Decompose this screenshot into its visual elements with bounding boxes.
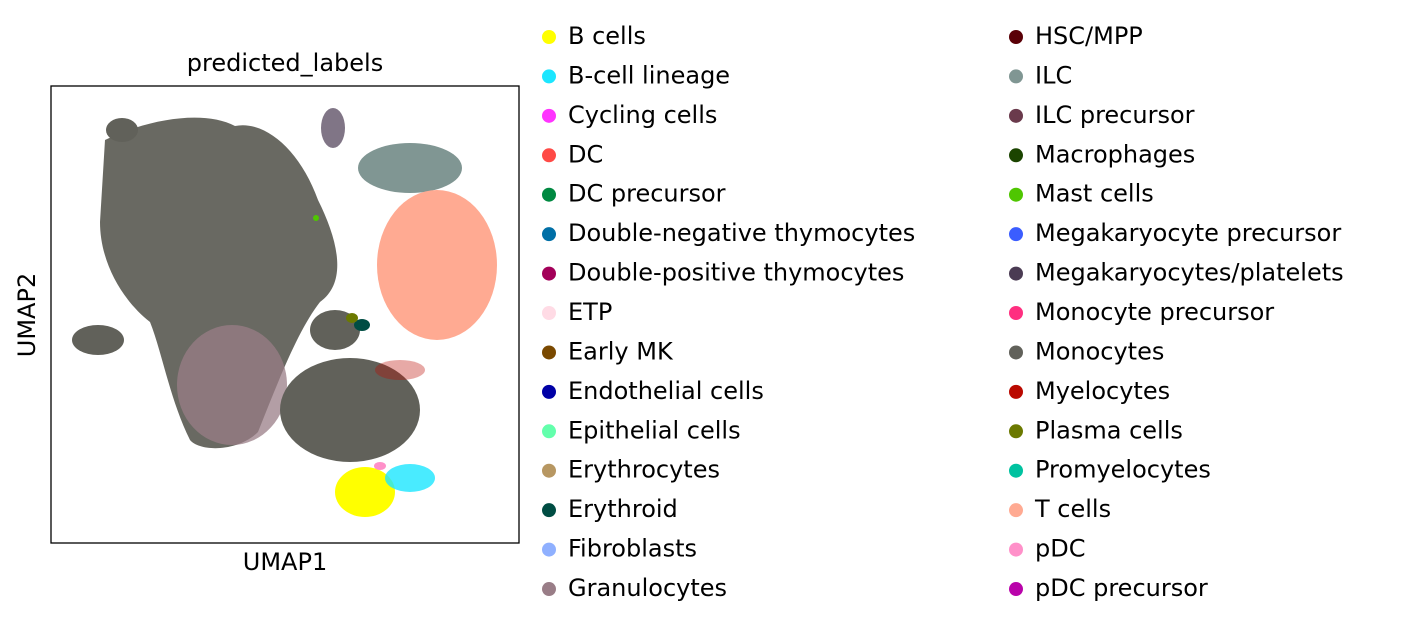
legend-label: Myelocytes [1035,377,1170,405]
legend-marker [1009,503,1023,518]
legend-label: HSC/MPP [1035,22,1143,50]
legend-marker [542,187,556,202]
cluster [177,325,287,445]
cluster [335,467,395,517]
cluster [321,108,345,148]
legend-label: Megakaryocytes/platelets [1035,259,1344,287]
legend-marker [542,463,556,478]
legend-label: Megakaryocyte precursor [1035,219,1341,247]
legend-marker [542,424,556,439]
legend-marker [1009,30,1023,44]
legend-marker [542,108,556,123]
legend-marker [1009,345,1023,360]
legend-label: Plasma cells [1035,416,1183,444]
legend-marker [542,306,556,321]
plot-frame [50,85,520,544]
legend-label: Cycling cells [568,101,717,129]
legend-marker [542,542,556,557]
cluster [346,313,358,323]
legend-marker [1009,148,1023,163]
legend-marker [1009,463,1023,478]
legend-marker [1009,108,1023,123]
legend-marker [542,582,556,597]
legend-label: ILC [1035,61,1072,89]
plot-area [72,108,497,517]
cluster [374,462,386,470]
legend-label: Erythroid [568,495,678,523]
legend-label: Double-negative thymocytes [568,219,915,247]
cluster [280,358,420,462]
cluster [358,143,462,193]
legend-label: pDC precursor [1035,574,1208,602]
legend-label: Endothelial cells [568,377,764,405]
legend-marker [1009,227,1023,242]
legend-marker [542,266,556,281]
legend-label: Mast cells [1035,180,1154,208]
cluster [106,118,138,142]
legend-label: B cells [568,22,646,50]
legend-marker [542,345,556,360]
legend-marker [542,503,556,518]
legend-marker [542,30,556,44]
cluster [354,319,370,331]
legend-label: Erythrocytes [568,456,720,484]
chart-title: predicted_labels [187,49,383,77]
legend-label: Granulocytes [568,574,727,602]
legend-label: Monocyte precursor [1035,298,1274,326]
y-axis-label: UMAP2 [13,273,41,357]
cluster [377,190,497,340]
cluster [385,464,435,492]
legend: B cells B-cell lineage Cycling cells DC DC p… [542,22,1344,602]
legend-marker [1009,187,1023,202]
legend-label: ILC precursor [1035,101,1195,129]
legend-marker [1009,266,1023,281]
legend-marker [1009,384,1023,399]
legend-label: pDC [1035,535,1085,563]
legend-marker [542,227,556,242]
legend-label: Monocytes [1035,337,1164,365]
legend-label: DC precursor [568,180,726,208]
cluster [375,360,425,380]
legend-label: B-cell lineage [568,61,730,89]
legend-label: Double-positive thymocytes [568,259,904,287]
legend-label: Macrophages [1035,140,1195,168]
legend-marker [1009,582,1023,597]
legend-label: DC [568,140,603,168]
legend-label: Early MK [568,337,674,365]
legend-label: Promyelocytes [1035,456,1211,484]
legend-marker [1009,69,1023,84]
legend-marker [1009,306,1023,321]
legend-marker [1009,424,1023,439]
legend-label: Fibroblasts [568,535,697,563]
legend-marker [542,384,556,399]
legend-marker [542,69,556,84]
legend-marker [542,148,556,163]
legend-label: ETP [568,298,612,326]
legend-marker [1009,542,1023,557]
cluster [72,325,124,355]
legend-label: Epithelial cells [568,416,741,444]
legend-label: T cells [1034,495,1111,523]
x-axis-label: UMAP1 [243,548,327,576]
cluster [313,215,319,221]
